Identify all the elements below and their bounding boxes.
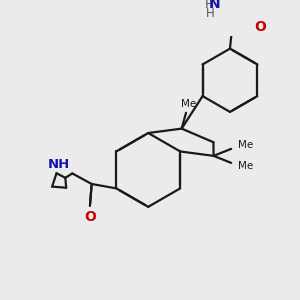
Text: H: H bbox=[205, 0, 214, 11]
Text: Me: Me bbox=[181, 99, 196, 109]
Text: Me: Me bbox=[238, 161, 254, 171]
Text: NH: NH bbox=[47, 158, 70, 171]
Text: O: O bbox=[255, 20, 266, 34]
Text: O: O bbox=[84, 210, 96, 224]
Text: Me: Me bbox=[238, 140, 254, 150]
Text: H: H bbox=[206, 7, 215, 20]
Text: N: N bbox=[208, 0, 220, 11]
